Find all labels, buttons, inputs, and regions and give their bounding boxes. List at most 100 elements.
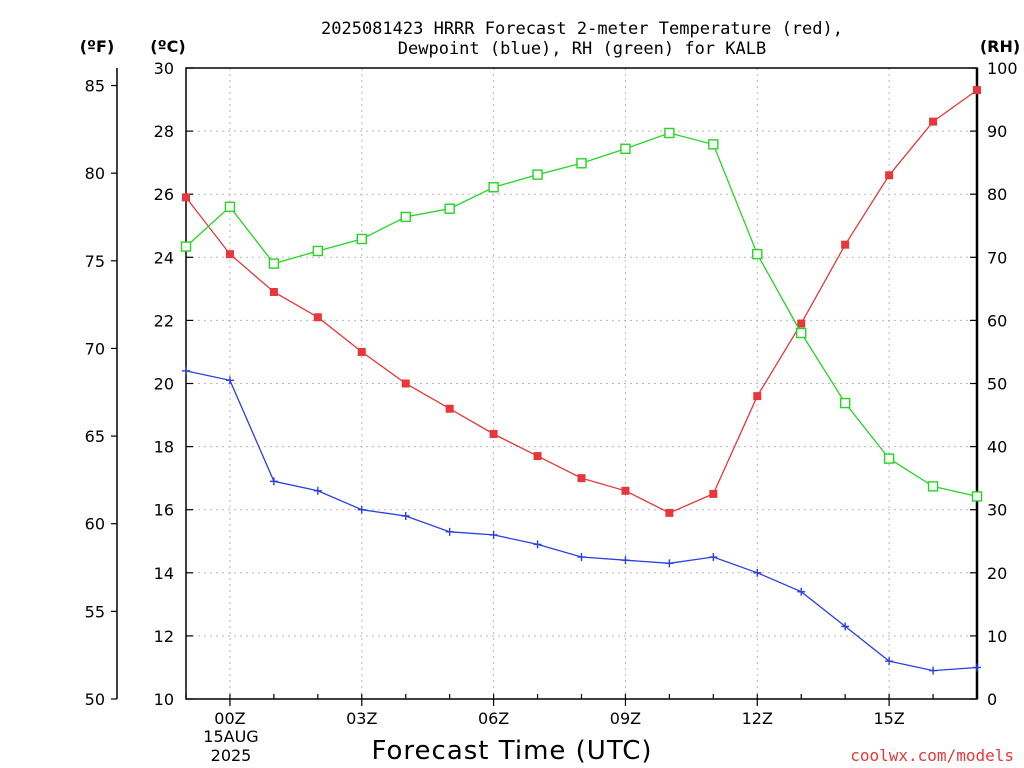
dewpoint-point bbox=[577, 553, 586, 562]
temperature-point bbox=[709, 489, 718, 498]
dewpoint-point bbox=[621, 556, 630, 565]
fahrenheit-tick-label: 50 bbox=[85, 690, 105, 709]
x-tick-label: 09Z bbox=[610, 709, 641, 728]
rh-point bbox=[796, 327, 807, 339]
rh-tick-label: 30 bbox=[987, 501, 1007, 520]
celsius-tick-label: 10 bbox=[154, 690, 174, 709]
celsius-tick-label: 28 bbox=[154, 122, 174, 141]
fahrenheit-tick-label: 75 bbox=[85, 252, 105, 271]
rh-tick-label: 90 bbox=[987, 122, 1007, 141]
dewpoint-point bbox=[225, 376, 234, 385]
temperature-point bbox=[489, 429, 498, 438]
chart-title-line1: 2025081423 HRRR Forecast 2-meter Tempera… bbox=[321, 19, 843, 39]
rh-point bbox=[224, 201, 236, 213]
rh-tick-label: 10 bbox=[987, 627, 1007, 646]
dewpoint-point bbox=[797, 587, 806, 596]
temperature-point bbox=[753, 392, 762, 401]
rh-point bbox=[356, 233, 367, 245]
rh-point bbox=[664, 127, 675, 139]
date-label-day: 15AUG bbox=[203, 727, 258, 746]
rh-point bbox=[532, 169, 543, 180]
dewpoint-point bbox=[182, 366, 190, 375]
dewpoint-point bbox=[313, 486, 322, 495]
rh-tick-label: 40 bbox=[987, 438, 1007, 457]
celsius-tick-label: 24 bbox=[154, 248, 174, 267]
dewpoint-point bbox=[445, 527, 454, 536]
fahrenheit-tick-label: 85 bbox=[85, 77, 105, 96]
x-tick-label: 12Z bbox=[742, 709, 773, 728]
temperature-point bbox=[533, 452, 542, 461]
dewpoint-point bbox=[665, 559, 674, 568]
temperature-point bbox=[665, 508, 674, 517]
rh-point bbox=[708, 139, 719, 150]
celsius-tick-label: 16 bbox=[154, 501, 174, 520]
fahrenheit-unit-label: (ºF) bbox=[80, 37, 115, 56]
dewpoint-point bbox=[401, 512, 410, 521]
fahrenheit-tick-label: 55 bbox=[85, 602, 105, 621]
temperature-point bbox=[929, 117, 938, 126]
rh-tick-label: 70 bbox=[987, 248, 1007, 267]
temperature-point bbox=[182, 193, 190, 202]
celsius-tick-label: 18 bbox=[154, 438, 174, 457]
temperature-point bbox=[225, 250, 234, 259]
rh-point bbox=[444, 203, 455, 214]
celsius-tick-label: 12 bbox=[154, 627, 174, 646]
x-axis-label: Forecast Time (UTC) bbox=[371, 736, 652, 766]
rh-point bbox=[180, 241, 192, 252]
rh-unit-label: (RH) bbox=[980, 37, 1020, 56]
rh-tick-label: 0 bbox=[987, 690, 997, 709]
rh-point bbox=[576, 158, 587, 169]
temperature-point bbox=[269, 288, 278, 297]
temperature-line bbox=[185, 89, 978, 514]
rh-line bbox=[185, 132, 978, 498]
chart-title-line2: Dewpoint (blue), RH (green) for KALB bbox=[398, 39, 766, 59]
dewpoint-point bbox=[885, 657, 894, 666]
date-label-year: 2025 bbox=[211, 746, 252, 765]
temperature-point bbox=[401, 379, 410, 388]
rh-point bbox=[971, 491, 983, 502]
temperature-point bbox=[621, 486, 630, 495]
x-tick-label: 06Z bbox=[478, 709, 509, 728]
temperature-point bbox=[445, 404, 454, 413]
dewpoint-point bbox=[973, 663, 981, 672]
credit-text[interactable]: coolwx.com/models bbox=[850, 746, 1014, 765]
dewpoint-point bbox=[929, 666, 938, 675]
rh-point bbox=[620, 143, 631, 154]
series bbox=[180, 86, 983, 675]
rh-point bbox=[400, 211, 411, 223]
celsius-tick-label: 26 bbox=[154, 185, 174, 204]
rh-point bbox=[488, 182, 499, 193]
rh-point bbox=[883, 453, 895, 464]
tick-labels: 10 12 14 16 18 20 22 24 26 28 30 50 55 60 65 70 75 80 85 0 1… bbox=[85, 59, 1018, 728]
axes bbox=[111, 67, 979, 706]
dewpoint-point bbox=[841, 622, 850, 631]
temperature-point bbox=[357, 347, 366, 356]
rh-point bbox=[312, 245, 324, 257]
rh-point bbox=[927, 481, 939, 492]
fahrenheit-tick-label: 60 bbox=[85, 515, 105, 534]
temperature-point bbox=[313, 313, 322, 322]
rh-tick-label: 100 bbox=[987, 59, 1018, 78]
temperature-point bbox=[885, 171, 894, 180]
rh-point bbox=[839, 397, 851, 409]
fahrenheit-tick-label: 65 bbox=[85, 427, 105, 446]
rh-tick-label: 60 bbox=[987, 311, 1007, 330]
rh-point bbox=[268, 258, 280, 269]
temperature-point bbox=[577, 474, 586, 483]
fahrenheit-tick-label: 80 bbox=[85, 164, 105, 183]
dewpoint-point bbox=[357, 505, 366, 514]
rh-tick-label: 20 bbox=[987, 564, 1007, 583]
temperature-point bbox=[973, 86, 981, 95]
celsius-tick-label: 20 bbox=[154, 375, 174, 394]
temperature-point bbox=[841, 240, 850, 249]
rh-tick-label: 80 bbox=[987, 185, 1007, 204]
x-tick-label: 15Z bbox=[873, 709, 904, 728]
celsius-tick-label: 14 bbox=[154, 564, 174, 583]
x-tick-label: 03Z bbox=[346, 709, 377, 728]
dewpoint-line bbox=[185, 370, 978, 672]
celsius-unit-label: (ºC) bbox=[150, 37, 185, 56]
rh-tick-label: 50 bbox=[987, 375, 1007, 394]
celsius-tick-label: 22 bbox=[154, 311, 174, 330]
celsius-tick-label: 30 bbox=[154, 59, 174, 78]
